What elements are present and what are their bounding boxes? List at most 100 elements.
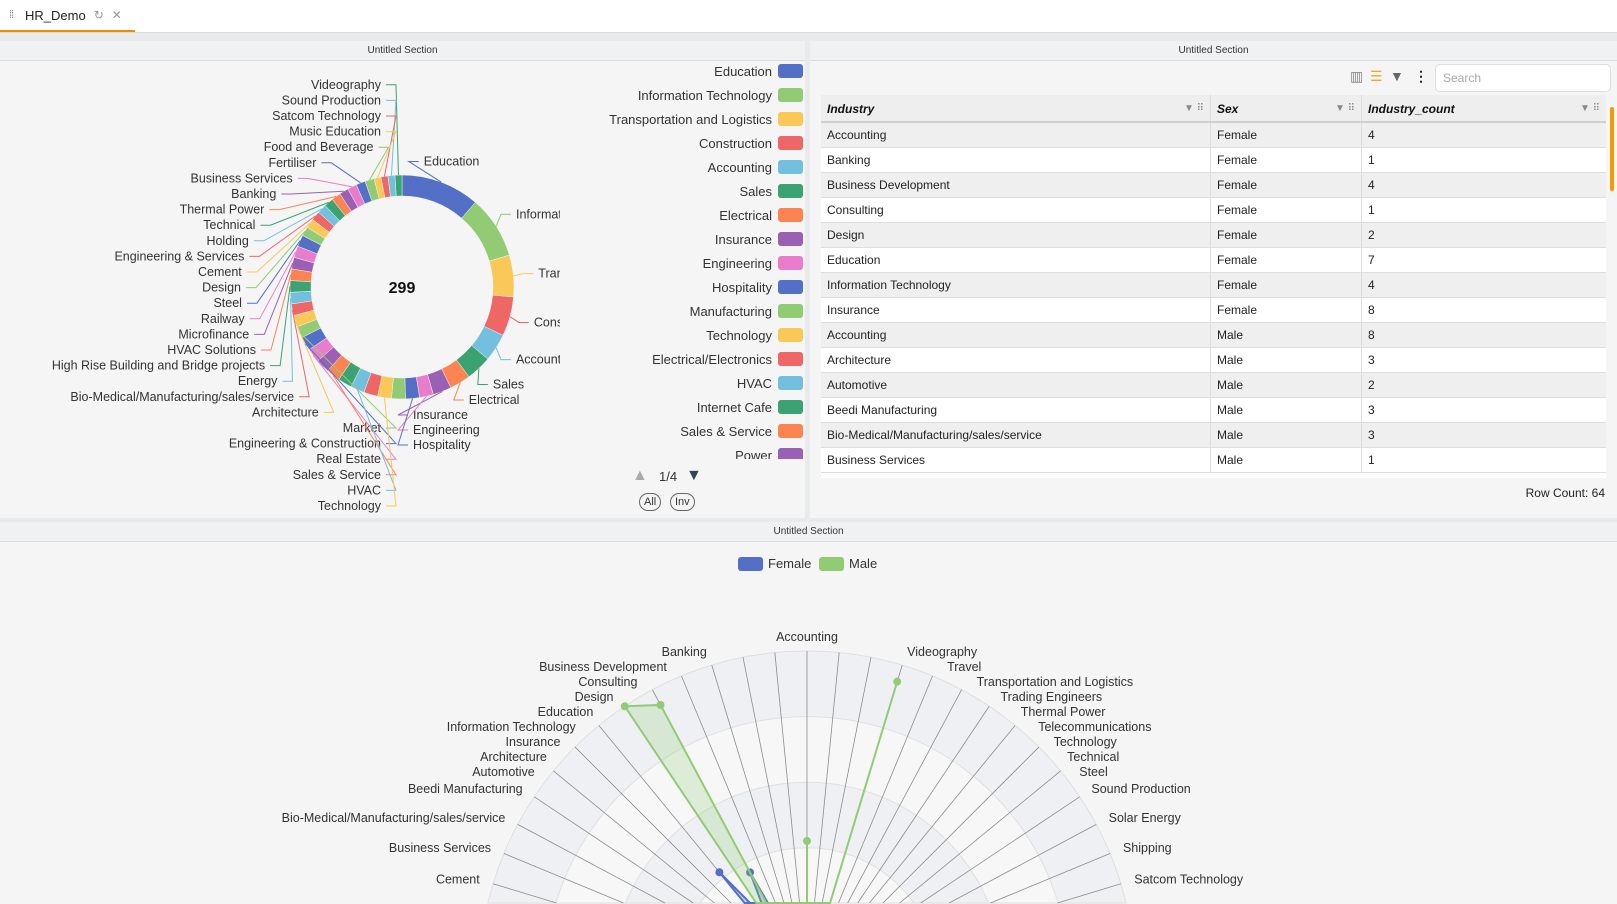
slice-label: Engineering & Services — [114, 249, 244, 263]
column-filter-icon[interactable]: ▼ ⠿ — [1580, 103, 1600, 114]
cell-text: 8 — [1368, 303, 1375, 317]
scrollbar-thumb[interactable] — [1610, 107, 1614, 191]
label-leader-line — [332, 375, 397, 476]
columns-icon[interactable]: ▥ — [1350, 68, 1364, 84]
close-icon[interactable]: ✕ — [111, 8, 122, 22]
legend-item[interactable]: Information Technology — [638, 87, 803, 103]
legend-female[interactable]: Female — [738, 556, 811, 571]
radar-indicator-label: Bio-Medical/Manufacturing/sales/service — [282, 811, 506, 825]
table-row[interactable]: Accounting Female 4 — [821, 123, 1606, 148]
label-leader-line — [383, 397, 397, 507]
pie-slice[interactable] — [391, 377, 406, 400]
cell-text: Male — [1217, 453, 1244, 467]
legend-item[interactable]: Electrical — [719, 207, 803, 223]
table-row[interactable]: Consulting Female 1 — [821, 198, 1606, 223]
legend-item[interactable]: Education — [714, 63, 803, 79]
slice-label: Transportation and Logistics — [538, 267, 560, 281]
table-row[interactable]: Education Female 7 — [821, 248, 1606, 273]
pie-slice[interactable] — [401, 174, 476, 219]
legend-item[interactable]: Accounting — [708, 159, 803, 175]
radar-indicator-label: Beedi Manufacturing — [408, 782, 523, 796]
cell-text: Banking — [827, 153, 871, 167]
radar-indicator-label: Cement — [436, 873, 480, 887]
pie-slice[interactable] — [289, 280, 312, 293]
legend-item[interactable]: Internet Cafe — [697, 399, 803, 415]
legend-invert-button[interactable]: Inv — [670, 493, 695, 511]
radar-point[interactable] — [893, 677, 902, 686]
radar-point[interactable] — [715, 868, 724, 877]
section-title: Untitled Section — [0, 522, 1617, 542]
legend-item[interactable]: HVAC — [737, 375, 803, 391]
table-scrollbar[interactable] — [1608, 95, 1616, 478]
label-leader-line — [291, 309, 310, 398]
table-row[interactable]: Design Female 2 — [821, 223, 1606, 248]
table-row[interactable]: Bio-Medical/Manufacturing/sales/service M… — [821, 423, 1606, 448]
tab-title: HR_Demo — [25, 7, 86, 23]
column-header[interactable]: Industry_count ▼ ⠿ — [1362, 95, 1606, 121]
legend-label: HVAC — [736, 375, 772, 391]
legend-page-down-button[interactable]: ▼ — [686, 467, 702, 484]
column-header[interactable]: Sex ▼ ⠿ — [1211, 95, 1362, 121]
legend-swatch — [778, 88, 803, 102]
table-cell: Business Services — [821, 448, 1211, 472]
legend-select-all-button[interactable]: All — [639, 493, 662, 511]
radar-point[interactable] — [656, 700, 665, 709]
cell-text: Female — [1217, 303, 1258, 317]
cell-text: Female — [1217, 128, 1258, 142]
cell-text: Consulting — [827, 203, 884, 217]
legend-item[interactable]: Electrical/Electronics — [652, 351, 803, 367]
table-row[interactable]: Accounting Male 8 — [821, 323, 1606, 348]
slice-label: Music Education — [289, 125, 381, 139]
legend-item[interactable]: Engineering — [703, 255, 803, 271]
table-row[interactable]: Insurance Female 8 — [821, 298, 1606, 323]
column-filter-icon[interactable]: ▼ ⠿ — [1184, 103, 1204, 114]
pie-slice[interactable] — [461, 202, 510, 262]
legend-item[interactable]: Construction — [699, 135, 803, 151]
legend-item[interactable]: Insurance — [715, 231, 803, 247]
rows-icon[interactable]: ☰ — [1370, 68, 1383, 84]
radar-series-male[interactable] — [622, 681, 899, 904]
table-row[interactable]: Beedi Manufacturing Male 3 — [821, 398, 1606, 423]
refresh-icon[interactable]: ↻ — [93, 8, 104, 22]
legend-page-up-button[interactable]: ▲ — [632, 467, 648, 484]
slice-label: Technology — [318, 499, 382, 513]
legend-item[interactable]: Sales & Service — [680, 423, 803, 439]
tab-hr-demo[interactable]: ⁞⁞ HR_Demo ↻ ✕ — [0, 0, 135, 32]
radar-point[interactable] — [620, 702, 629, 711]
legend-male[interactable]: Male — [819, 556, 877, 571]
column-filter-icon[interactable]: ▼ ⠿ — [1335, 103, 1355, 114]
column-header[interactable]: Industry ▼ ⠿ — [821, 95, 1211, 121]
legend-item[interactable]: Transportation and Logistics — [609, 111, 803, 127]
legend-item[interactable]: Sales — [739, 183, 803, 199]
radar-spoke — [1057, 883, 1121, 904]
pie-slice[interactable] — [488, 254, 515, 298]
table-row[interactable]: Information Technology Female 4 — [821, 273, 1606, 298]
search-input[interactable] — [1435, 64, 1611, 92]
table-row[interactable]: Architecture Male 3 — [821, 348, 1606, 373]
more-vertical-icon[interactable]: ⋮ — [1414, 68, 1428, 84]
radar-point[interactable] — [803, 836, 811, 845]
legend-label: Male — [849, 556, 878, 571]
cell-text: Industry — [827, 102, 875, 116]
radar-spoke — [493, 883, 557, 904]
radar-spoke — [742, 657, 793, 904]
legend-item[interactable]: Technology — [706, 327, 803, 343]
cell-text: Sex — [1217, 102, 1239, 116]
filter-icon[interactable]: ▼ — [1390, 68, 1404, 84]
pie-slice[interactable] — [394, 174, 403, 197]
grip-dots-icon[interactable]: ⁞⁞ — [9, 9, 14, 21]
legend-label: Sales — [739, 183, 772, 199]
legend-item[interactable]: Manufacturing — [690, 303, 803, 319]
legend-swatch — [778, 376, 803, 390]
slice-label: High Rise Building and Bridge projects — [52, 359, 265, 373]
legend-swatch — [778, 64, 803, 78]
table-row[interactable]: Automotive Male 2 — [821, 373, 1606, 398]
legend-item[interactable]: Power — [735, 447, 803, 459]
table-row[interactable]: Business Development Female 4 — [821, 173, 1606, 198]
table-row[interactable]: Banking Female 1 — [821, 148, 1606, 173]
legend-swatch — [778, 352, 803, 366]
table-row[interactable]: Business Services Male 1 — [821, 448, 1606, 473]
legend-item[interactable]: Hospitality — [712, 279, 803, 295]
male-swatch — [819, 556, 844, 571]
table-cell: 7 — [1362, 248, 1606, 272]
